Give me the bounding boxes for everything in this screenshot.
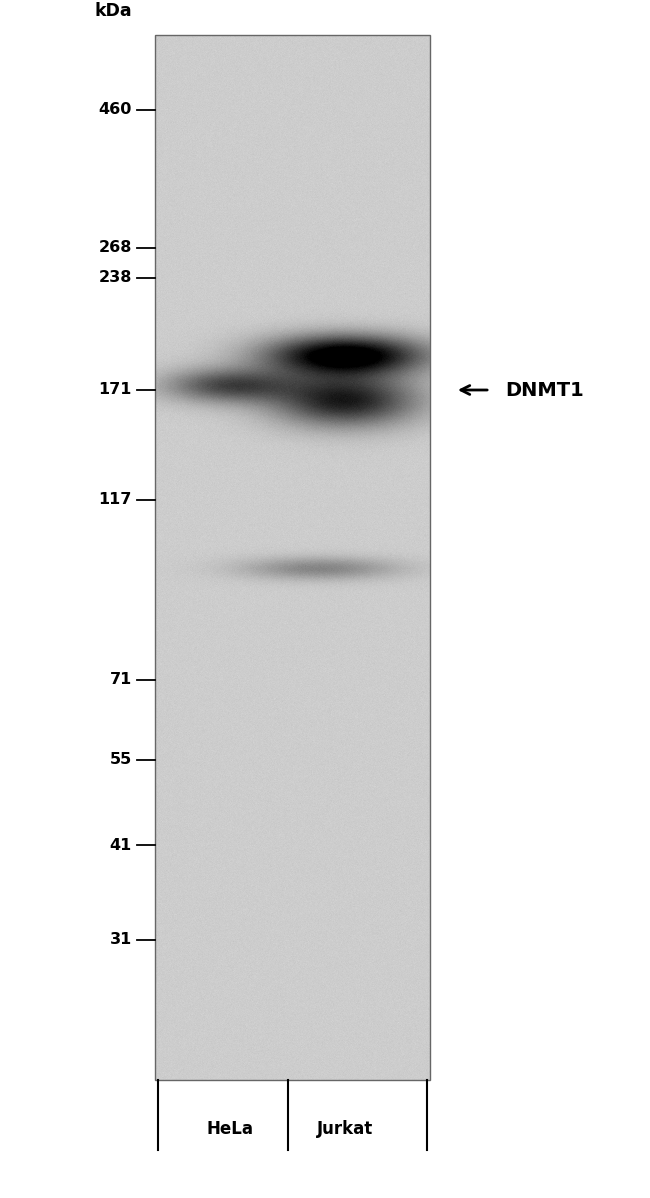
Text: 41: 41 (110, 837, 132, 853)
Text: 31: 31 (110, 932, 132, 948)
Text: 268: 268 (99, 241, 132, 255)
Text: Jurkat: Jurkat (317, 1120, 373, 1138)
Text: 55: 55 (110, 752, 132, 768)
Text: 117: 117 (99, 492, 132, 508)
Text: 460: 460 (99, 103, 132, 117)
Text: HeLa: HeLa (207, 1120, 254, 1138)
Text: 171: 171 (99, 382, 132, 398)
Text: DNMT1: DNMT1 (505, 381, 584, 399)
Text: 71: 71 (110, 672, 132, 688)
Bar (155, 35, 430, 1081)
Text: kDa: kDa (94, 2, 132, 20)
Text: 238: 238 (99, 271, 132, 285)
